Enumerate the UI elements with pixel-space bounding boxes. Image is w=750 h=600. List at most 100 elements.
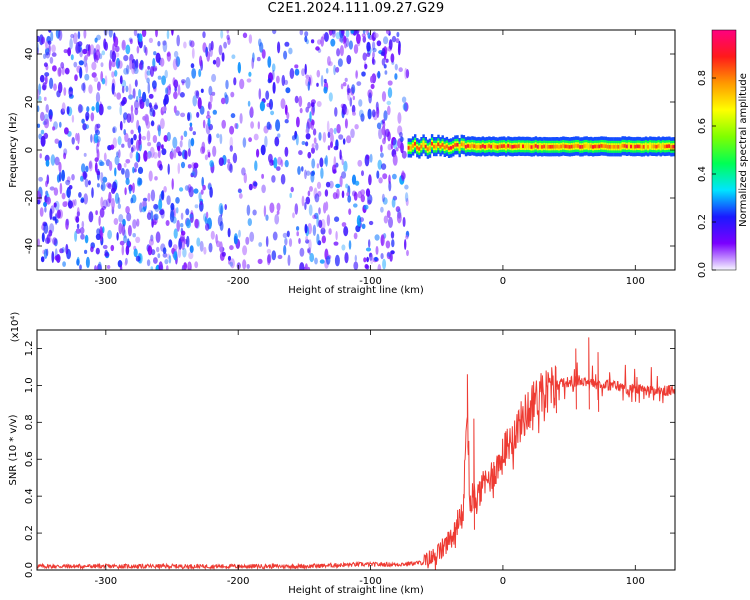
spectrogram-cell <box>74 74 78 82</box>
spectrogram-cell <box>134 99 139 110</box>
spectrogram-cell <box>589 144 593 149</box>
spectrogram-cell <box>502 144 506 148</box>
spectrogram-cell <box>169 210 175 223</box>
spectrogram-cell <box>242 137 247 148</box>
spectrogram-cell <box>221 52 225 62</box>
spectrogram-cell <box>123 67 129 75</box>
spectrogram-cell <box>392 154 398 166</box>
spectrogram-cell <box>390 141 394 150</box>
spectrogram-cell <box>88 161 92 169</box>
spectrogram-cell <box>147 192 151 202</box>
spectrogram-cell <box>208 242 213 253</box>
spectrogram-cell <box>596 144 599 149</box>
spectrogram-cell <box>281 74 286 87</box>
spectrogram-cell <box>184 185 189 191</box>
spectrogram-cell <box>100 196 104 208</box>
spectrogram-cell <box>269 159 274 167</box>
spectrogram-cell <box>117 163 122 171</box>
spectrogram-cell <box>134 64 137 72</box>
spectrogram-cell <box>68 86 73 97</box>
spectrogram-cell <box>95 92 101 104</box>
spectrogram-cell <box>180 223 184 228</box>
spectrogram-cell <box>190 137 195 147</box>
spectrogram-cell <box>90 134 93 143</box>
spectrogram-cell <box>395 147 399 152</box>
spectrogram-cell <box>73 32 78 45</box>
spectrogram-cell <box>183 262 188 270</box>
spectrogram-cell <box>276 166 281 172</box>
spectrogram-cell <box>238 193 243 199</box>
spectrogram-cell <box>299 262 305 270</box>
spectrogram-cell <box>159 209 165 216</box>
spectrogram-cell <box>452 145 455 149</box>
spectrogram-cell <box>395 38 400 44</box>
spectrogram-cell <box>397 44 401 56</box>
spectrogram-cell <box>74 230 78 242</box>
spectrogram-cell <box>137 125 141 134</box>
spectrogram-cell <box>53 83 57 91</box>
spectrogram-cell <box>345 183 349 189</box>
spectrogram-cell <box>388 216 393 228</box>
spectrogram-cell <box>104 252 110 257</box>
spectrogram-cell <box>180 79 186 84</box>
spectrogram-cell <box>352 111 356 116</box>
spectrogram-cell <box>551 144 554 149</box>
spectrogram-cell <box>228 259 231 265</box>
spectrogram-cell <box>374 256 378 262</box>
spectrogram-cell <box>107 229 112 240</box>
spectrogram-cell <box>323 78 327 84</box>
spectrogram-cell <box>284 237 288 246</box>
spectrogram-cell <box>341 190 345 199</box>
spectrogram-cell <box>524 144 527 149</box>
spectrogram-cell <box>45 47 50 56</box>
spectrogram-cell <box>289 68 295 79</box>
spectrogram-cell <box>363 204 369 210</box>
spectrogram-cell <box>117 136 122 146</box>
spectrogram-cell <box>538 144 542 149</box>
spectrogram-cell <box>161 144 164 150</box>
spectrogram-cell <box>91 61 97 71</box>
spectrogram-cell <box>380 144 383 153</box>
spectrogram-cell <box>397 112 402 124</box>
spectrogram-cell <box>208 85 213 96</box>
spectrogram-cell <box>288 238 293 247</box>
spectrogram-cell <box>316 163 320 169</box>
spectrogram-cell <box>341 103 347 115</box>
spectrogram-cell <box>385 240 391 249</box>
spectrogram-cell <box>298 95 303 108</box>
spectrogram-cell <box>95 247 100 255</box>
spectrogram-cell <box>233 77 237 86</box>
spectrogram-cell <box>385 58 389 63</box>
spectrogram-cell <box>103 38 107 50</box>
spectrogram-cell <box>346 54 352 65</box>
spectrogram-cell <box>598 144 601 149</box>
snr-y-tick-label: 1.2 <box>24 341 35 357</box>
spectrogram-cell <box>61 102 66 113</box>
spectrogram-cell <box>43 96 47 101</box>
spectrogram-cell <box>132 166 135 174</box>
spectrogram-cell <box>360 194 365 203</box>
spectrogram-cell <box>70 54 74 61</box>
spectrogram-cell <box>153 213 159 221</box>
spectrogram-cell <box>141 30 147 38</box>
spectrogram-cell <box>383 36 389 45</box>
spectrogram-cell <box>387 131 391 142</box>
spectrogram-cell <box>320 167 324 179</box>
spectrogram-cell <box>54 138 60 144</box>
spectrogram-cell <box>349 97 353 107</box>
spectrogram-cell <box>366 52 371 57</box>
spectrogram-cell <box>311 147 315 154</box>
spectrogram-cell <box>166 265 169 270</box>
spectrogram-cell <box>328 180 334 189</box>
snr-y-label: SNR (10 * v/v) <box>8 414 19 485</box>
spectrogram-cell <box>405 69 410 79</box>
spectrogram-cell <box>380 253 384 260</box>
spectrogram-cell <box>333 156 337 168</box>
spectrogram-cell <box>39 153 42 159</box>
spectrogram-cell <box>121 39 126 51</box>
spectrogram-cell <box>604 144 607 148</box>
spectrogram-cell <box>401 96 407 103</box>
spectrogram-cell <box>208 133 212 143</box>
spectrogram-cell <box>441 143 444 147</box>
spectrogram-cell <box>175 207 179 214</box>
